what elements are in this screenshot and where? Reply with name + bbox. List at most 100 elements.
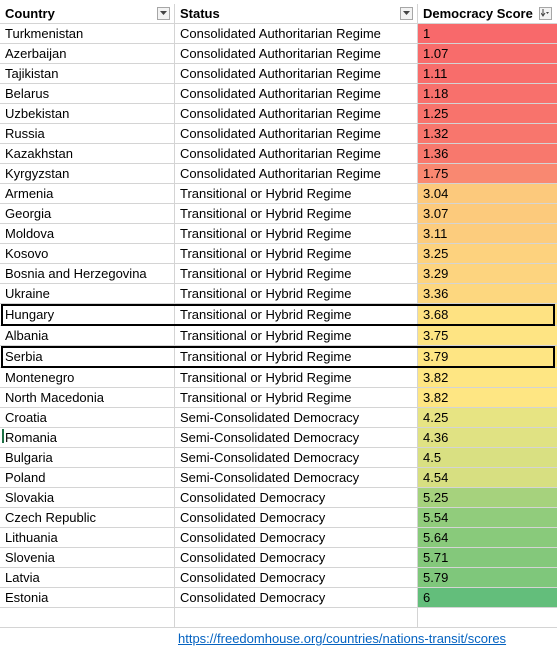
status-cell[interactable]: Transitional or Hybrid Regime	[175, 388, 418, 408]
score-cell[interactable]: 3.04	[418, 184, 557, 204]
score-cell[interactable]: 1.07	[418, 44, 557, 64]
status-cell[interactable]: Semi-Consolidated Democracy	[175, 448, 418, 468]
country-cell[interactable]: Kazakhstan	[0, 144, 175, 164]
status-cell[interactable]: Consolidated Authoritarian Regime	[175, 104, 418, 124]
country-cell[interactable]: North Macedonia	[0, 388, 175, 408]
country-cell[interactable]: Tajikistan	[0, 64, 175, 84]
country-cell[interactable]: Uzbekistan	[0, 104, 175, 124]
score-cell[interactable]: 1.32	[418, 124, 557, 144]
country-cell[interactable]: Montenegro	[0, 368, 175, 388]
country-cell[interactable]: Moldova	[0, 224, 175, 244]
status-cell[interactable]: Transitional or Hybrid Regime	[175, 304, 418, 326]
status-cell[interactable]: Consolidated Democracy	[175, 588, 418, 608]
status-cell[interactable]: Transitional or Hybrid Regime	[175, 326, 418, 346]
table-row: Croatia Semi-Consolidated Democracy 4.25	[0, 408, 557, 428]
status-cell[interactable]: Transitional or Hybrid Regime	[175, 184, 418, 204]
status-cell[interactable]: Consolidated Democracy	[175, 548, 418, 568]
status-cell[interactable]: Consolidated Authoritarian Regime	[175, 84, 418, 104]
score-cell[interactable]: 3.25	[418, 244, 557, 264]
empty-cell[interactable]	[418, 608, 557, 628]
status-cell[interactable]: Consolidated Democracy	[175, 508, 418, 528]
status-cell[interactable]: Consolidated Authoritarian Regime	[175, 24, 418, 44]
status-cell[interactable]: Consolidated Authoritarian Regime	[175, 64, 418, 84]
status-cell[interactable]: Transitional or Hybrid Regime	[175, 224, 418, 244]
score-cell[interactable]: 3.29	[418, 264, 557, 284]
source-link[interactable]: https://freedomhouse.org/countries/natio…	[178, 631, 507, 646]
table-row: Belarus Consolidated Authoritarian Regime…	[0, 84, 557, 104]
status-cell[interactable]: Transitional or Hybrid Regime	[175, 204, 418, 224]
score-cell[interactable]: 4.36	[418, 428, 557, 448]
score-cell[interactable]: 3.82	[418, 388, 557, 408]
country-cell[interactable]: Latvia	[0, 568, 175, 588]
status-cell[interactable]: Transitional or Hybrid Regime	[175, 368, 418, 388]
score-cell[interactable]: 5.79	[418, 568, 557, 588]
score-cell[interactable]: 4.54	[418, 468, 557, 488]
empty-cell[interactable]	[0, 608, 175, 628]
country-cell[interactable]: Croatia	[0, 408, 175, 428]
country-cell[interactable]: Lithuania	[0, 528, 175, 548]
status-cell[interactable]: Transitional or Hybrid Regime	[175, 284, 418, 304]
status-cell[interactable]: Semi-Consolidated Democracy	[175, 468, 418, 488]
filter-dropdown-icon[interactable]	[157, 7, 170, 20]
status-cell[interactable]: Consolidated Democracy	[175, 488, 418, 508]
score-cell[interactable]: 5.25	[418, 488, 557, 508]
status-cell[interactable]: Consolidated Democracy	[175, 528, 418, 548]
country-cell[interactable]: Russia	[0, 124, 175, 144]
country-cell[interactable]: Poland	[0, 468, 175, 488]
score-cell[interactable]: 3.79	[418, 346, 557, 368]
country-cell[interactable]: Albania	[0, 326, 175, 346]
score-cell[interactable]: 1.18	[418, 84, 557, 104]
status-cell[interactable]: Consolidated Authoritarian Regime	[175, 44, 418, 64]
header-score-cell[interactable]: Democracy Score	[418, 4, 557, 24]
country-cell[interactable]: Slovakia	[0, 488, 175, 508]
country-cell[interactable]: Czech Republic	[0, 508, 175, 528]
score-cell[interactable]: 3.82	[418, 368, 557, 388]
country-cell[interactable]: Estonia	[0, 588, 175, 608]
status-cell[interactable]: Consolidated Democracy	[175, 568, 418, 588]
status-cell[interactable]: Semi-Consolidated Democracy	[175, 408, 418, 428]
score-cell[interactable]: 3.07	[418, 204, 557, 224]
score-cell[interactable]: 1.11	[418, 64, 557, 84]
country-cell[interactable]: Kyrgyzstan	[0, 164, 175, 184]
score-cell[interactable]: 6	[418, 588, 557, 608]
country-cell[interactable]: Slovenia	[0, 548, 175, 568]
score-cell[interactable]: 5.71	[418, 548, 557, 568]
country-cell[interactable]: Georgia	[0, 204, 175, 224]
country-cell[interactable]: Romania	[0, 428, 175, 448]
country-cell[interactable]: Belarus	[0, 84, 175, 104]
score-cell[interactable]: 1.75	[418, 164, 557, 184]
country-cell[interactable]: Ukraine	[0, 284, 175, 304]
status-cell[interactable]: Consolidated Authoritarian Regime	[175, 144, 418, 164]
status-cell[interactable]: Transitional or Hybrid Regime	[175, 244, 418, 264]
score-cell[interactable]: 3.11	[418, 224, 557, 244]
empty-cell[interactable]	[175, 608, 418, 628]
score-cell[interactable]: 1.25	[418, 104, 557, 124]
country-cell[interactable]: Bulgaria	[0, 448, 175, 468]
score-cell[interactable]: 1.36	[418, 144, 557, 164]
score-cell[interactable]: 1	[418, 24, 557, 44]
score-cell[interactable]: 3.68	[418, 304, 557, 326]
filter-dropdown-icon[interactable]	[400, 7, 413, 20]
country-cell[interactable]: Armenia	[0, 184, 175, 204]
score-cell[interactable]: 4.5	[418, 448, 557, 468]
score-cell[interactable]: 5.64	[418, 528, 557, 548]
country-cell[interactable]: Hungary	[0, 304, 175, 326]
status-cell[interactable]: Semi-Consolidated Democracy	[175, 428, 418, 448]
country-cell[interactable]: Serbia	[0, 346, 175, 368]
status-cell[interactable]: Consolidated Authoritarian Regime	[175, 124, 418, 144]
country-cell[interactable]: Turkmenistan	[0, 24, 175, 44]
header-status-cell[interactable]: Status	[175, 4, 418, 24]
sort-descending-filter-icon[interactable]	[539, 7, 552, 20]
score-cell[interactable]: 5.54	[418, 508, 557, 528]
score-cell[interactable]: 4.25	[418, 408, 557, 428]
country-cell[interactable]: Kosovo	[0, 244, 175, 264]
status-cell[interactable]: Consolidated Authoritarian Regime	[175, 164, 418, 184]
score-cell[interactable]: 3.36	[418, 284, 557, 304]
score-cell[interactable]: 3.75	[418, 326, 557, 346]
country-cell[interactable]: Azerbaijan	[0, 44, 175, 64]
header-country-cell[interactable]: Country	[0, 4, 175, 24]
status-cell[interactable]: Transitional or Hybrid Regime	[175, 346, 418, 368]
status-cell[interactable]: Transitional or Hybrid Regime	[175, 264, 418, 284]
country-cell[interactable]: Bosnia and Herzegovina	[0, 264, 175, 284]
